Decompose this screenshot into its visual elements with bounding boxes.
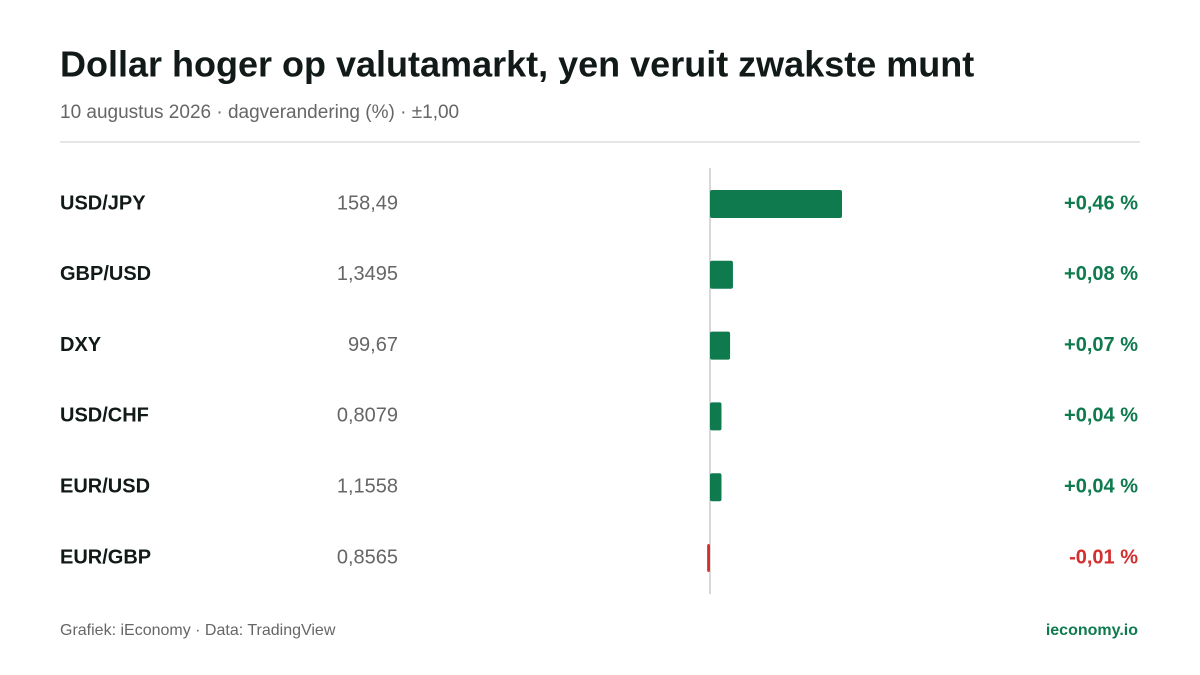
- value-label: +0,04 %: [1064, 475, 1138, 497]
- price: 0,8565: [337, 546, 398, 568]
- price: 0,8079: [337, 405, 398, 427]
- price: 99,67: [348, 334, 398, 356]
- price: 1,3495: [337, 263, 398, 285]
- bar: [710, 473, 722, 502]
- chart-title: Dollar hoger op valutamarkt, yen veruit …: [60, 44, 974, 85]
- chart-subtitle: 10 augustus 2026 · dagverandering (%) · …: [60, 102, 459, 123]
- value-label: +0,04 %: [1064, 405, 1138, 427]
- value-label: +0,08 %: [1064, 263, 1138, 285]
- value-label: +0,46 %: [1064, 192, 1138, 214]
- category-label: USD/JPY: [60, 192, 146, 214]
- source: Grafiek: iEconomy · Data: TradingView: [60, 622, 336, 639]
- price: 158,49: [337, 192, 398, 214]
- category-label: USD/CHF: [60, 405, 149, 427]
- price: 1,1558: [337, 475, 398, 497]
- category-label: GBP/USD: [60, 263, 151, 285]
- bar: [710, 260, 733, 289]
- bar: [710, 402, 722, 431]
- brand: ieconomy.io: [1046, 622, 1138, 639]
- bar: [707, 544, 710, 572]
- value-label: +0,07 %: [1064, 334, 1138, 356]
- bar: [710, 331, 731, 360]
- category-label: EUR/GBP: [60, 546, 151, 568]
- category-label: DXY: [60, 334, 102, 356]
- category-label: EUR/USD: [60, 475, 150, 497]
- bar: [710, 190, 842, 218]
- value-label: -0,01 %: [1069, 546, 1138, 568]
